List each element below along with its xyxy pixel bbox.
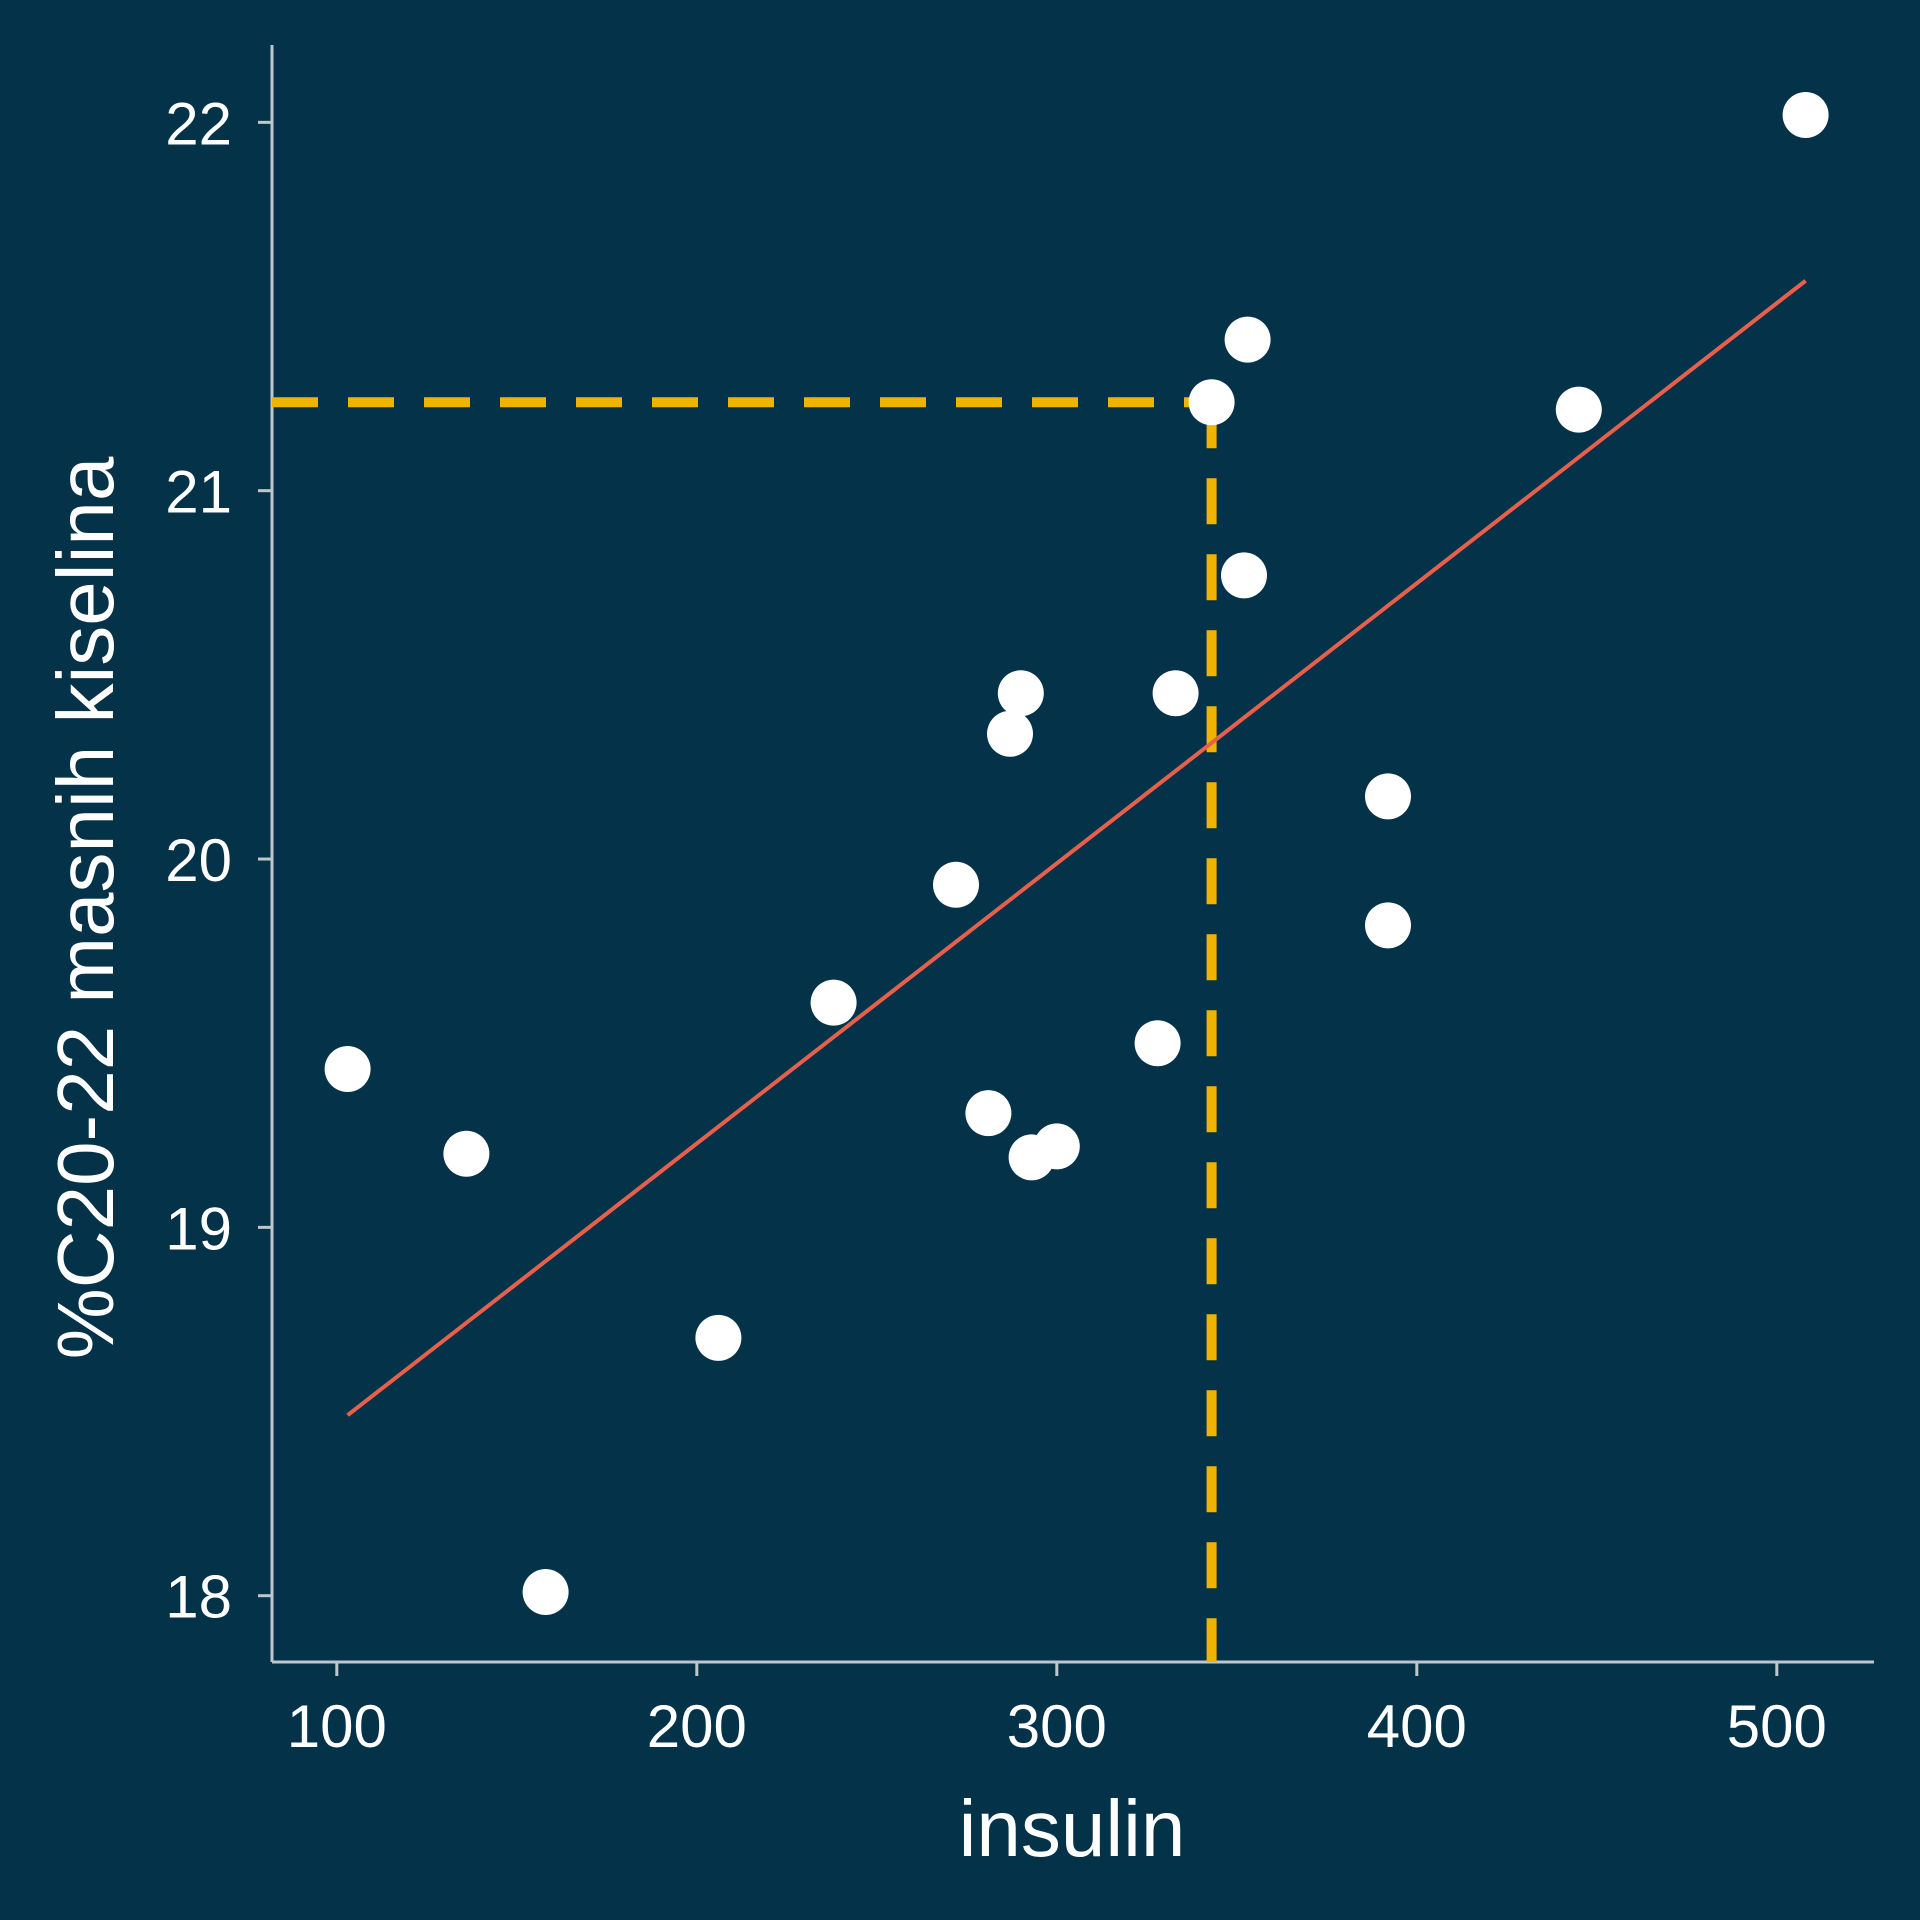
data-point bbox=[1221, 552, 1267, 599]
data-point bbox=[1224, 316, 1271, 363]
data-point bbox=[1033, 1123, 1080, 1170]
data-point bbox=[1555, 386, 1602, 433]
y-tick-label: 21 bbox=[165, 459, 232, 526]
data-point bbox=[987, 710, 1033, 757]
data-point bbox=[965, 1090, 1012, 1137]
y-tick-label: 19 bbox=[165, 1195, 232, 1262]
data-point bbox=[1188, 379, 1235, 426]
plot-area: 100 200 300 400 500 18 19 20 21 22 bbox=[165, 45, 1874, 1760]
x-tick-label: 500 bbox=[1727, 1693, 1827, 1760]
x-tick-label: 200 bbox=[647, 1693, 747, 1760]
data-point bbox=[443, 1130, 490, 1177]
x-tick-label: 400 bbox=[1367, 1693, 1467, 1760]
data-point bbox=[997, 670, 1044, 717]
y-tick-label: 18 bbox=[165, 1564, 232, 1631]
data-point bbox=[1152, 670, 1199, 717]
data-point bbox=[933, 861, 979, 908]
data-point bbox=[522, 1569, 569, 1616]
data-point bbox=[1365, 773, 1411, 820]
x-axis-title: insulin bbox=[959, 1784, 1186, 1873]
x-tick-label: 300 bbox=[1007, 1693, 1107, 1760]
regression-line bbox=[346, 279, 1807, 1417]
y-tick-label: 20 bbox=[165, 827, 232, 894]
data-point bbox=[324, 1045, 371, 1092]
y-tick-label: 22 bbox=[165, 90, 232, 157]
data-point bbox=[1134, 1020, 1181, 1067]
data-point bbox=[810, 979, 857, 1026]
data-point bbox=[695, 1314, 742, 1361]
data-point bbox=[1365, 902, 1411, 949]
x-tick-label: 100 bbox=[287, 1693, 387, 1760]
y-axis-title: %C20-22 masnih kiselina bbox=[41, 456, 130, 1359]
data-point bbox=[1782, 91, 1829, 138]
